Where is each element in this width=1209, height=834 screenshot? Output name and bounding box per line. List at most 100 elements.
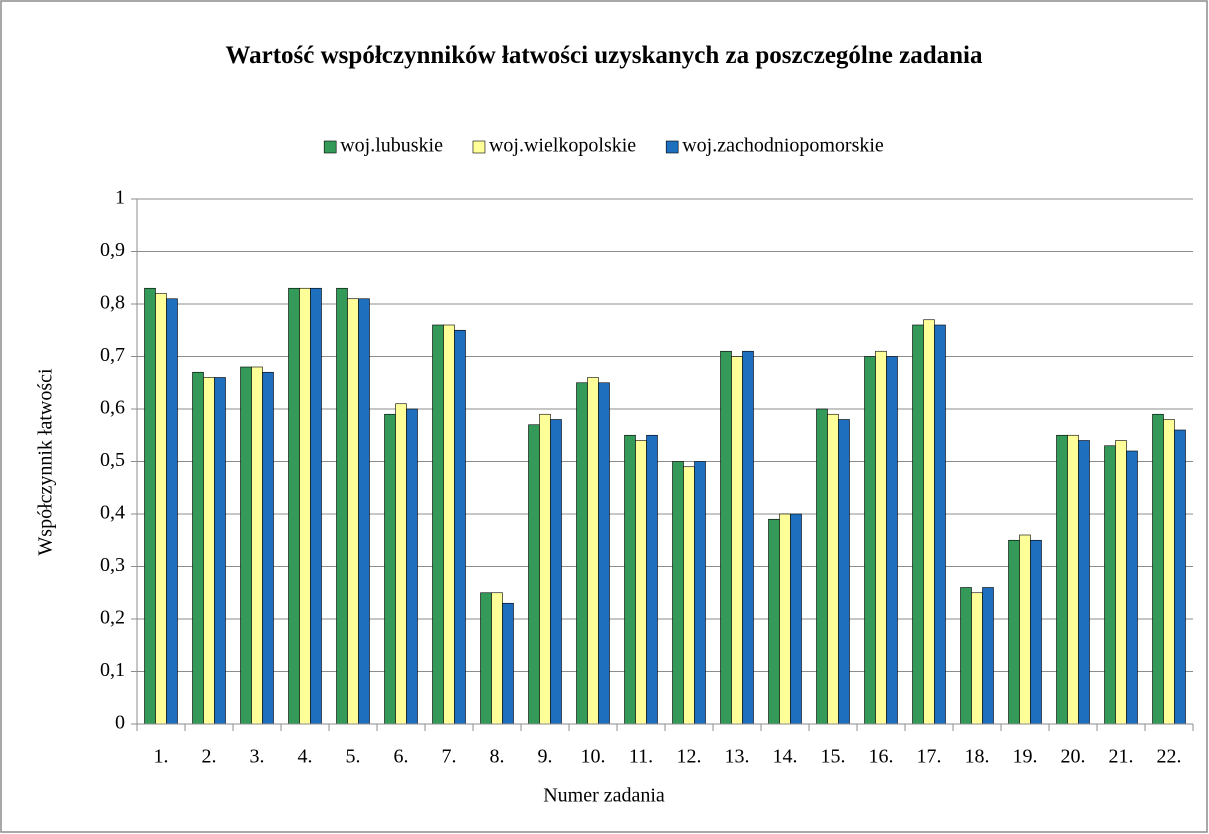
x-tick-label: 2.: [202, 746, 217, 768]
bar: [1056, 434, 1068, 725]
bar: [790, 513, 802, 725]
y-tick-label: 0,3: [100, 554, 125, 576]
bar: [192, 371, 204, 725]
legend-swatch: [323, 140, 337, 154]
bar: [384, 413, 396, 725]
bar: [1019, 534, 1031, 725]
y-tick-label: 0,5: [100, 449, 125, 471]
legend-swatch: [665, 140, 679, 154]
bar: [528, 424, 540, 725]
bar: [742, 350, 754, 725]
bar: [934, 324, 946, 725]
legend-label: woj.wielkopolskie: [489, 135, 636, 157]
bar: [886, 356, 898, 725]
bar: [1115, 440, 1127, 725]
bar: [960, 587, 972, 725]
bar: [491, 592, 503, 725]
x-tick-label: 12.: [677, 746, 702, 768]
bar: [971, 592, 983, 725]
bar: [454, 329, 466, 725]
x-tick-label: 16.: [869, 746, 894, 768]
bar: [1163, 419, 1175, 725]
x-axis-label: Numer zadania: [543, 785, 665, 807]
bar: [720, 350, 732, 725]
x-tick-label: 11.: [629, 746, 653, 768]
bar: [768, 518, 780, 725]
bar: [155, 293, 167, 725]
x-tick-label: 7.: [442, 746, 457, 768]
y-tick-label: 0,7: [100, 344, 125, 366]
bar: [912, 324, 924, 725]
y-axis-label: Współczynnik łatwości: [35, 368, 57, 556]
bar: [694, 461, 706, 725]
bar: [432, 324, 444, 725]
x-tick-label: 4.: [298, 746, 313, 768]
bar: [646, 434, 658, 725]
x-tick-label: 13.: [725, 746, 750, 768]
bar: [1008, 539, 1020, 725]
bar: [310, 287, 322, 725]
x-tick-label: 15.: [821, 746, 846, 768]
bar: [1174, 429, 1186, 725]
x-tick-label: 20.: [1061, 746, 1086, 768]
bar: [502, 602, 514, 725]
bar: [299, 287, 311, 725]
bar: [406, 408, 418, 725]
x-tick-label: 5.: [346, 746, 361, 768]
y-tick-label: 1: [115, 187, 125, 209]
legend-label: woj.zachodniopomorskie: [682, 135, 884, 157]
bar: [731, 356, 743, 725]
legend-swatch: [472, 140, 486, 154]
bar: [683, 466, 695, 725]
x-tick-label: 3.: [250, 746, 265, 768]
bar: [203, 377, 215, 725]
bar: [1126, 450, 1138, 725]
x-tick-label: 17.: [917, 746, 942, 768]
bar: [288, 287, 300, 725]
x-tick-label: 1.: [154, 746, 169, 768]
bar: [347, 298, 359, 725]
bar: [395, 403, 407, 725]
y-tick-label: 0,6: [100, 397, 125, 419]
x-tick-label: 14.: [773, 746, 798, 768]
bar: [1078, 440, 1090, 725]
bar: [550, 419, 562, 725]
y-tick-label: 0,2: [100, 607, 125, 629]
x-tick-label: 10.: [581, 746, 606, 768]
bar: [480, 592, 492, 725]
bar: [576, 382, 588, 725]
legend-label: woj.lubuskie: [340, 135, 443, 157]
bar: [982, 587, 994, 725]
chart-title: Wartość współczynników łatwości uzyskany…: [225, 42, 983, 69]
bar: [779, 513, 791, 725]
x-tick-label: 22.: [1157, 746, 1182, 768]
y-tick-label: 0,9: [100, 239, 125, 261]
bar: [251, 366, 263, 725]
bar: [1104, 445, 1116, 725]
bar: [827, 413, 839, 725]
x-tick-label: 19.: [1013, 746, 1038, 768]
bar: [598, 382, 610, 725]
bar: [443, 324, 455, 725]
bar: [816, 408, 828, 725]
y-tick-label: 0,4: [100, 502, 125, 524]
x-tick-label: 6.: [394, 746, 409, 768]
x-tick-label: 8.: [490, 746, 505, 768]
x-tick-label: 21.: [1109, 746, 1134, 768]
bar: [358, 298, 370, 725]
bar: [672, 461, 684, 725]
bar: [539, 413, 551, 725]
y-tick-label: 0: [115, 712, 125, 734]
bar: [1067, 434, 1079, 725]
y-tick-label: 0,8: [100, 292, 125, 314]
bar: [635, 440, 647, 725]
bar: [1152, 413, 1164, 725]
bar: [624, 434, 636, 725]
y-tick-label: 0,1: [100, 659, 125, 681]
bar: [923, 319, 935, 725]
bar: [838, 419, 850, 725]
bar: [166, 298, 178, 725]
bar: [875, 350, 887, 725]
